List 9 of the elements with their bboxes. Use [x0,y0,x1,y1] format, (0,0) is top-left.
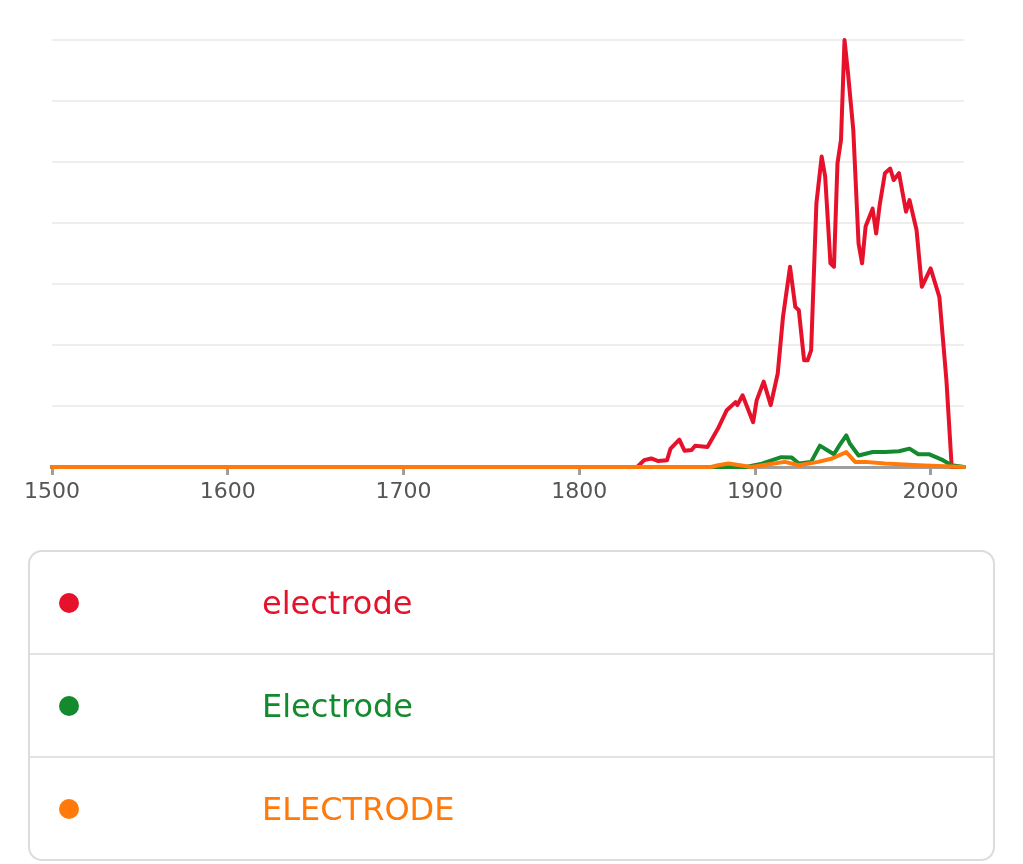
text: Electrode [262,686,413,725]
text: ELECTRODE [262,789,455,828]
x-tick-label: 1900 [726,477,783,503]
x-tick-label: 1700 [375,477,432,503]
x-tick-label: 1600 [199,477,256,503]
x-tick-label: 2000 [902,477,959,503]
text: electrode [262,583,413,622]
x-tick-label: 1800 [551,477,608,503]
x-tick-label: 1500 [24,477,80,503]
